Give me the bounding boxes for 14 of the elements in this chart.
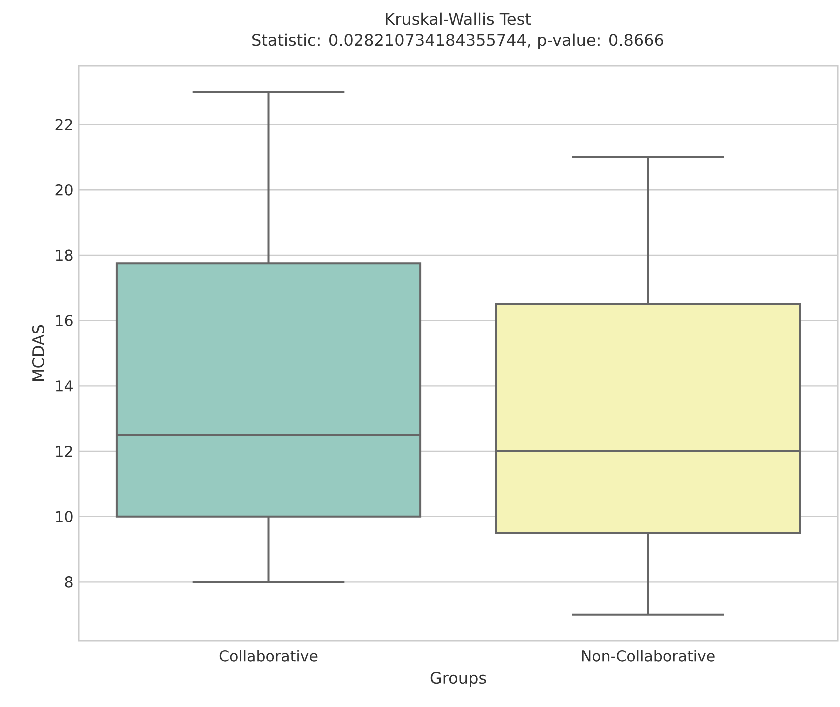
y-tick-label: 16 — [56, 315, 73, 327]
x-tick-label: Collaborative — [220, 650, 318, 662]
y-tick-label: 12 — [56, 446, 72, 458]
y-tick-label: 20 — [56, 184, 73, 196]
x-axis-title: Groups — [430, 672, 486, 688]
y-tick-label: 14 — [56, 380, 73, 392]
x-tick-label: Non-Collaborative — [582, 650, 715, 662]
chart-title: Kruskal-Wallis Test — [386, 12, 532, 26]
y-tick-label: 8 — [65, 576, 73, 588]
chart-subtitle: Statistic: 0.028210734184355744, p-value: 0.8666 — [252, 34, 664, 50]
y-tick-label: 10 — [56, 511, 73, 523]
y-axis-title: MCDAS — [32, 325, 45, 381]
y-tick-label: 18 — [56, 250, 73, 262]
y-tick-label: 22 — [56, 119, 72, 130]
